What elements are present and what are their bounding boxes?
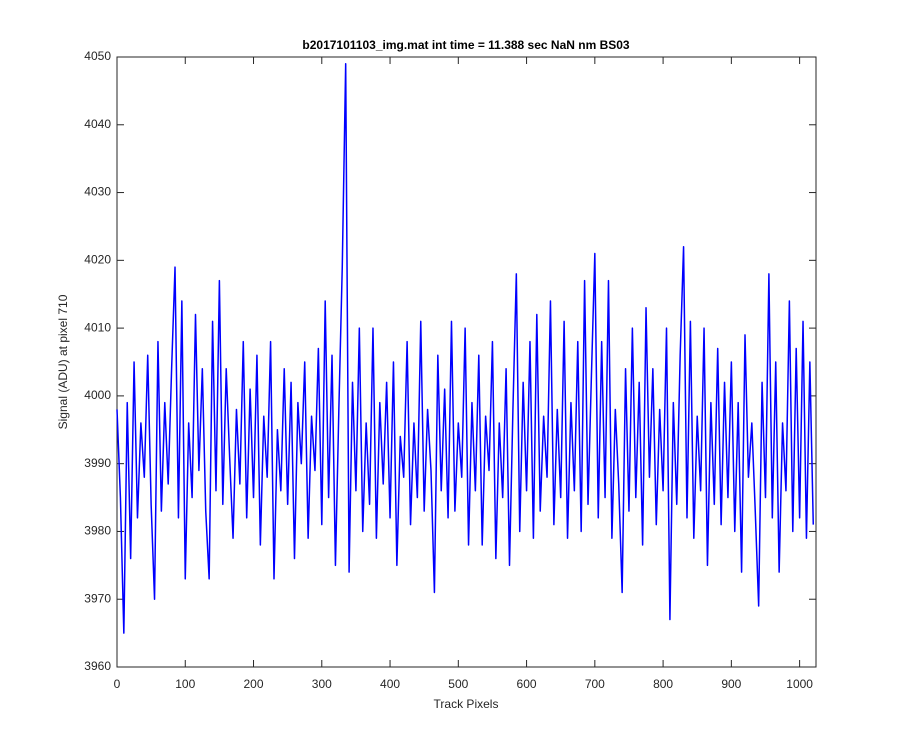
x-tick-label: 800: [653, 677, 673, 691]
x-tick-label: 200: [244, 677, 264, 691]
x-tick-label: 400: [380, 677, 400, 691]
x-tick-label: 300: [312, 677, 332, 691]
y-tick-label: 4010: [84, 320, 111, 334]
y-tick-label: 4050: [84, 49, 111, 63]
y-tick-label: 4000: [84, 388, 111, 402]
x-tick-label: 600: [517, 677, 537, 691]
y-tick-label: 3970: [84, 591, 111, 605]
y-tick-label: 3990: [84, 456, 111, 470]
x-tick-label: 900: [721, 677, 741, 691]
axes-box: [116, 56, 817, 668]
x-tick-label: 1000: [786, 677, 813, 691]
x-tick-label: 100: [175, 677, 195, 691]
y-tick-label: 4030: [84, 185, 111, 199]
y-tick-label: 4020: [84, 253, 111, 267]
chart-title: b2017101103_img.mat int time = 11.388 se…: [302, 38, 630, 52]
y-axis-label: Signal (ADU) at pixel 710: [56, 294, 70, 429]
x-axis-label: Track Pixels: [434, 697, 499, 711]
x-tick-label: 0: [114, 677, 121, 691]
x-tick-label: 700: [585, 677, 605, 691]
y-tick-label: 3960: [84, 659, 111, 673]
y-tick-label: 4040: [84, 117, 111, 131]
y-tick-label: 3980: [84, 524, 111, 538]
x-tick-label: 500: [448, 677, 468, 691]
data-line: [116, 63, 815, 634]
